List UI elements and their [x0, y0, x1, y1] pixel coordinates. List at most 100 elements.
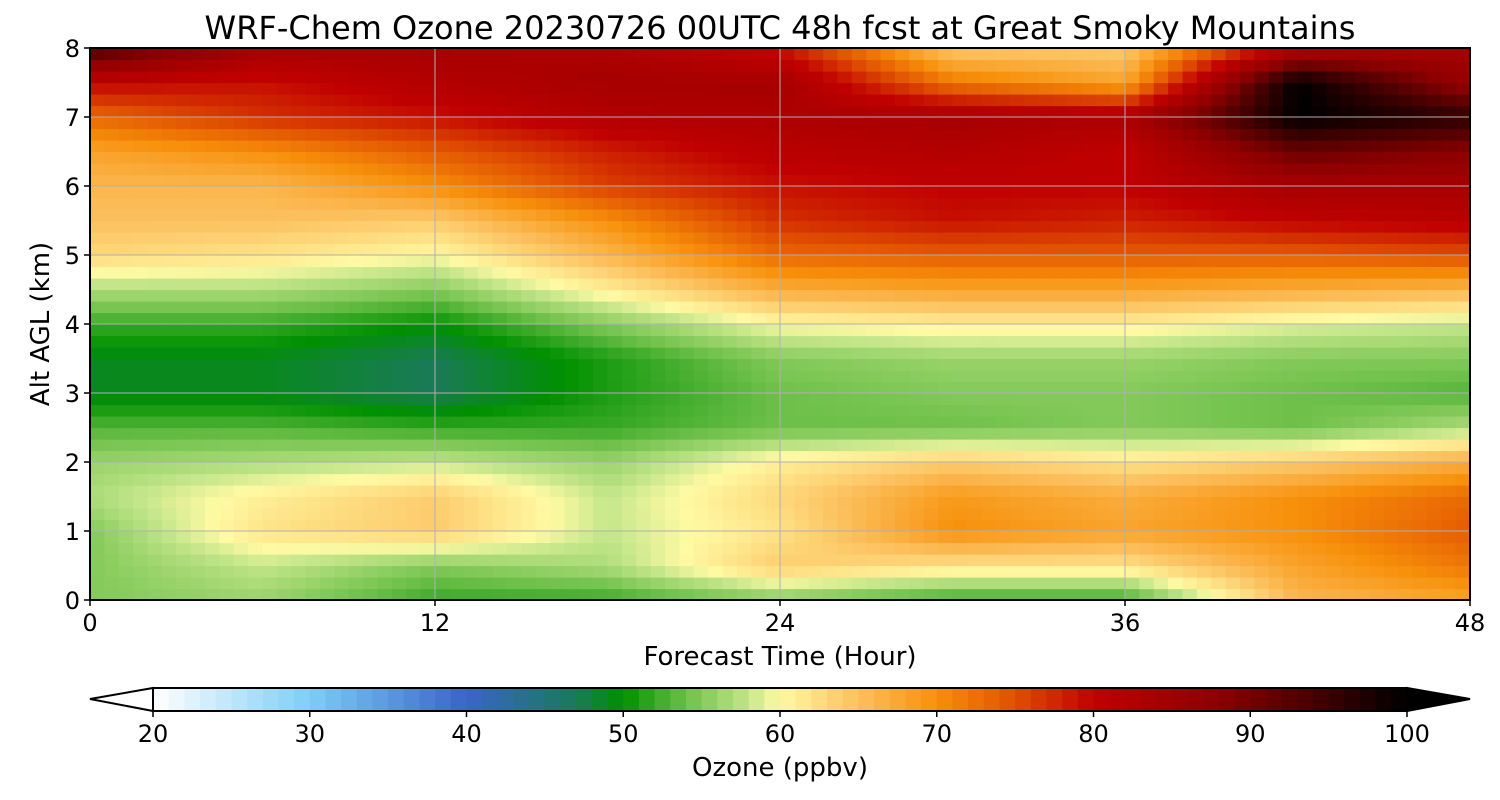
- heatmap-cell: [449, 82, 465, 95]
- colorbar-swatch: [952, 688, 969, 711]
- heatmap-cell: [1283, 266, 1299, 279]
- colorbar-swatch: [717, 688, 734, 711]
- heatmap-cell: [1340, 301, 1356, 314]
- heatmap-cell: [420, 266, 436, 279]
- heatmap-cell: [966, 473, 982, 486]
- heatmap-cell: [880, 358, 896, 371]
- heatmap-cell: [1455, 105, 1471, 118]
- heatmap-cell: [363, 243, 379, 256]
- heatmap-cell: [607, 105, 623, 118]
- heatmap-cell: [1254, 243, 1270, 256]
- heatmap-cell: [420, 82, 436, 95]
- heatmap-cell: [420, 71, 436, 84]
- heatmap-cell: [1297, 450, 1313, 463]
- heatmap-cell: [118, 565, 134, 578]
- heatmap-cell: [1412, 508, 1428, 521]
- heatmap-cell: [176, 163, 192, 176]
- heatmap-cell: [952, 209, 968, 222]
- heatmap-cell: [219, 347, 235, 360]
- heatmap-cell: [1369, 128, 1385, 141]
- heatmap-cell: [320, 301, 335, 314]
- heatmap-cell: [1010, 174, 1025, 187]
- colorbar-swatch: [544, 688, 562, 711]
- heatmap-cell: [1297, 266, 1313, 279]
- heatmap-cell: [1196, 151, 1212, 164]
- heatmap-cell: [765, 151, 781, 164]
- heatmap-cell: [1340, 565, 1356, 578]
- heatmap-cell: [794, 335, 810, 348]
- heatmap-cell: [564, 393, 580, 406]
- heatmap-cell: [780, 450, 795, 463]
- heatmap-cell: [966, 117, 982, 130]
- heatmap-cell: [262, 370, 278, 383]
- heatmap-cell: [693, 347, 709, 360]
- heatmap-cell: [1441, 324, 1457, 337]
- heatmap-cell: [1196, 289, 1212, 302]
- heatmap-cell: [1355, 542, 1370, 555]
- heatmap-cell: [1053, 105, 1069, 118]
- heatmap-cell: [276, 370, 292, 383]
- heatmap-cell: [722, 450, 738, 463]
- heatmap-cell: [1240, 485, 1255, 498]
- heatmap-cell: [406, 278, 422, 291]
- heatmap-cell: [1067, 485, 1083, 498]
- heatmap-cell: [1441, 462, 1457, 475]
- heatmap-cell: [1038, 117, 1054, 130]
- heatmap-cell: [435, 335, 450, 348]
- heatmap-cell: [1196, 381, 1212, 394]
- heatmap-cell: [808, 347, 824, 360]
- heatmap-cell: [147, 439, 163, 452]
- heatmap-cell: [823, 266, 839, 279]
- heatmap-cell: [205, 289, 220, 302]
- heatmap-cell: [636, 301, 652, 314]
- heatmap-cell: [736, 381, 752, 394]
- heatmap-cell: [1455, 588, 1471, 601]
- heatmap-cell: [176, 209, 192, 222]
- heatmap-cell: [1412, 105, 1428, 118]
- heatmap-cell: [1398, 416, 1414, 429]
- heatmap-cell: [636, 128, 652, 141]
- heatmap-cell: [1182, 508, 1198, 521]
- heatmap-cell: [1254, 393, 1270, 406]
- heatmap-cell: [1110, 393, 1126, 406]
- heatmap-cell: [708, 48, 724, 61]
- heatmap-cell: [1024, 531, 1040, 544]
- heatmap-cell: [952, 439, 968, 452]
- heatmap-cell: [780, 117, 795, 130]
- heatmap-cell: [248, 519, 264, 532]
- heatmap-cell: [1311, 542, 1327, 555]
- heatmap-cell: [981, 71, 997, 84]
- heatmap-cell: [478, 151, 494, 164]
- heatmap-cell: [995, 554, 1011, 567]
- heatmap-cell: [377, 393, 393, 406]
- heatmap-cell: [449, 151, 465, 164]
- heatmap-cell: [1053, 450, 1069, 463]
- heatmap-cell: [909, 232, 925, 245]
- heatmap-cell: [320, 588, 335, 601]
- heatmap-cell: [521, 393, 537, 406]
- heatmap-cell: [161, 358, 177, 371]
- heatmap-cell: [305, 289, 321, 302]
- heatmap-cell: [118, 117, 134, 130]
- heatmap-cell: [550, 370, 565, 383]
- heatmap-cell: [880, 404, 896, 417]
- heatmap-cell: [1153, 82, 1169, 95]
- heatmap-cell: [1211, 59, 1227, 72]
- heatmap-cell: [233, 416, 249, 429]
- heatmap-cell: [1125, 324, 1140, 337]
- heatmap-cell: [1081, 71, 1097, 84]
- heatmap-cell: [1455, 94, 1471, 107]
- heatmap-cell: [521, 243, 537, 256]
- heatmap-cell: [1024, 577, 1040, 590]
- heatmap-cell: [851, 289, 867, 302]
- heatmap-cell: [1125, 496, 1140, 509]
- heatmap-cell: [1355, 232, 1370, 245]
- heatmap-cell: [449, 508, 465, 521]
- heatmap-cell: [406, 542, 422, 555]
- heatmap-cell: [736, 140, 752, 153]
- heatmap-cell: [1455, 117, 1471, 130]
- heatmap-cell: [1081, 232, 1097, 245]
- heatmap-cell: [535, 255, 551, 268]
- heatmap-cell: [348, 485, 364, 498]
- heatmap-cell: [593, 427, 609, 440]
